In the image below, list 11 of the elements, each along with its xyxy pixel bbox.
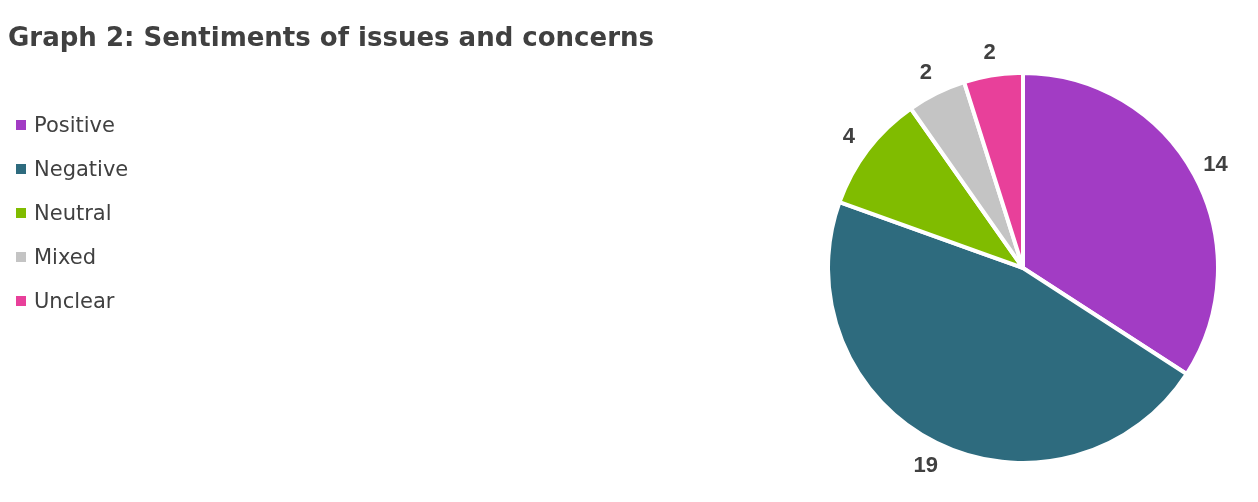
legend-label: Unclear xyxy=(34,289,115,313)
legend-label: Mixed xyxy=(34,245,96,269)
data-label: 2 xyxy=(919,59,932,85)
data-label: 4 xyxy=(842,122,856,148)
data-label: 2 xyxy=(983,39,996,65)
chart-title: Graph 2: Sentiments of issues and concerns xyxy=(8,22,654,52)
legend-label: Negative xyxy=(34,157,129,181)
legend-label: Positive xyxy=(34,113,115,137)
legend-label: Neutral xyxy=(34,201,112,225)
data-label: 19 xyxy=(913,451,939,477)
data-label: 14 xyxy=(1203,150,1229,176)
